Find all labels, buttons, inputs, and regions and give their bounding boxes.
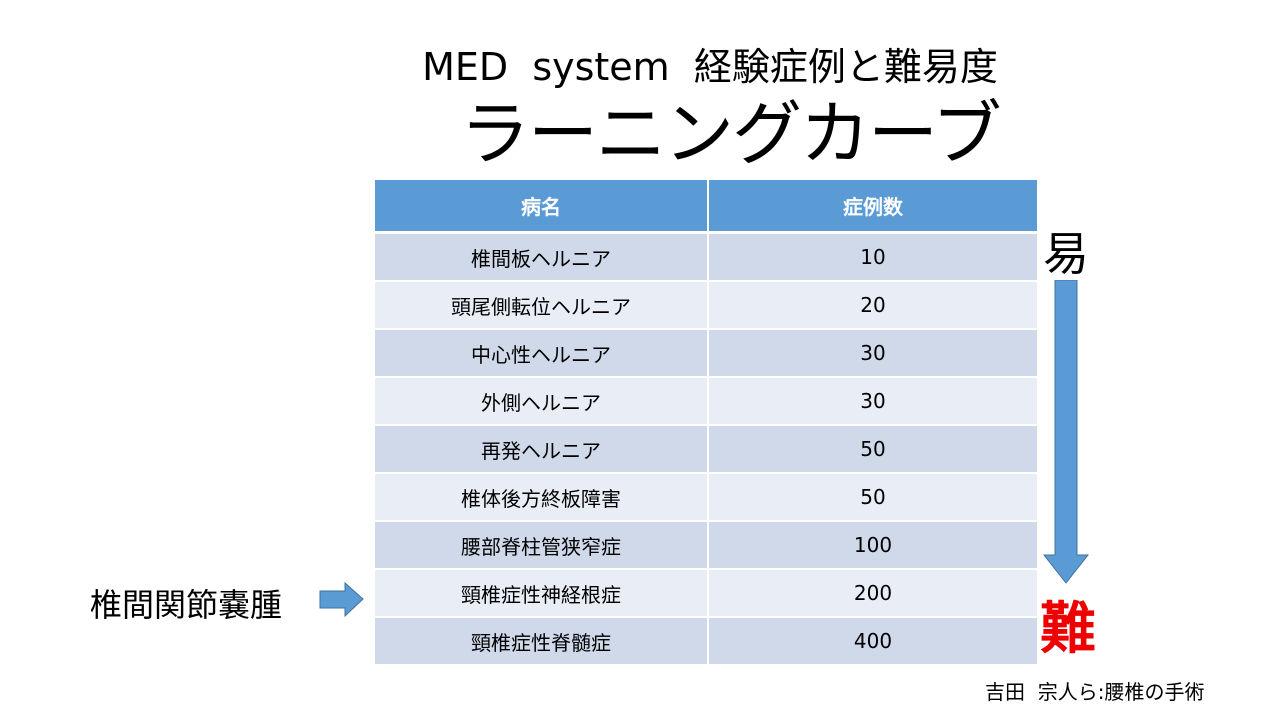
disease-cell: 外側ヘルニア	[375, 377, 709, 426]
disease-cell: 中心性ヘルニア	[375, 329, 709, 378]
table-row: 頸椎症性神経根症 200	[375, 569, 1039, 618]
table-row: 頭尾側転位ヘルニア 20	[375, 281, 1039, 330]
table-row: 外側ヘルニア 30	[375, 377, 1039, 426]
case-count-cell: 10	[708, 232, 1039, 282]
easy-label: 易	[1043, 227, 1089, 281]
disease-cell: 頭尾側転位ヘルニア	[375, 281, 709, 330]
right-arrow-icon	[319, 582, 364, 618]
slide-subtitle: ラーニングカーブ	[460, 93, 1002, 175]
hard-label: 難	[1040, 597, 1096, 662]
source-citation: 吉田 宗人ら:腰椎の手術	[985, 680, 1205, 704]
disease-cell: 腰部脊柱管狭窄症	[375, 521, 709, 570]
case-count-cell: 400	[708, 617, 1039, 666]
disease-cell: 頸椎症性神経根症	[375, 569, 709, 618]
disease-cell: 椎体後方終板障害	[375, 473, 709, 522]
table-row: 中心性ヘルニア 30	[375, 329, 1039, 378]
case-count-cell: 20	[708, 281, 1039, 330]
case-count-cell: 50	[708, 425, 1039, 474]
case-count-cell: 100	[708, 521, 1039, 570]
table-row: 腰部脊柱管狭窄症 100	[375, 521, 1039, 570]
case-count-cell: 30	[708, 377, 1039, 426]
disease-cell: 椎間板ヘルニア	[375, 232, 709, 282]
table-row: 頸椎症性脊髄症 400	[375, 617, 1039, 666]
table-row: 椎体後方終板障害 50	[375, 473, 1039, 522]
disease-cell: 再発ヘルニア	[375, 425, 709, 474]
facet-cyst-label: 椎間関節嚢腫	[90, 586, 283, 624]
slide-title: MED system 経験症例と難易度	[422, 45, 998, 89]
table-row: 再発ヘルニア 50	[375, 425, 1039, 474]
case-count-cell: 30	[708, 329, 1039, 378]
header-cases: 症例数	[708, 180, 1039, 234]
difficulty-arrow-icon	[1042, 280, 1090, 584]
case-table: 病名 症例数 椎間板ヘルニア 10 頭尾側転位ヘルニア 20 中心性ヘルニア 30 外側ヘル…	[375, 180, 1039, 666]
case-count-cell: 50	[708, 473, 1039, 522]
case-count-cell: 200	[708, 569, 1039, 618]
header-disease: 病名	[375, 180, 709, 234]
table-row: 椎間板ヘルニア 10	[375, 232, 1039, 282]
disease-cell: 頸椎症性脊髄症	[375, 617, 709, 666]
